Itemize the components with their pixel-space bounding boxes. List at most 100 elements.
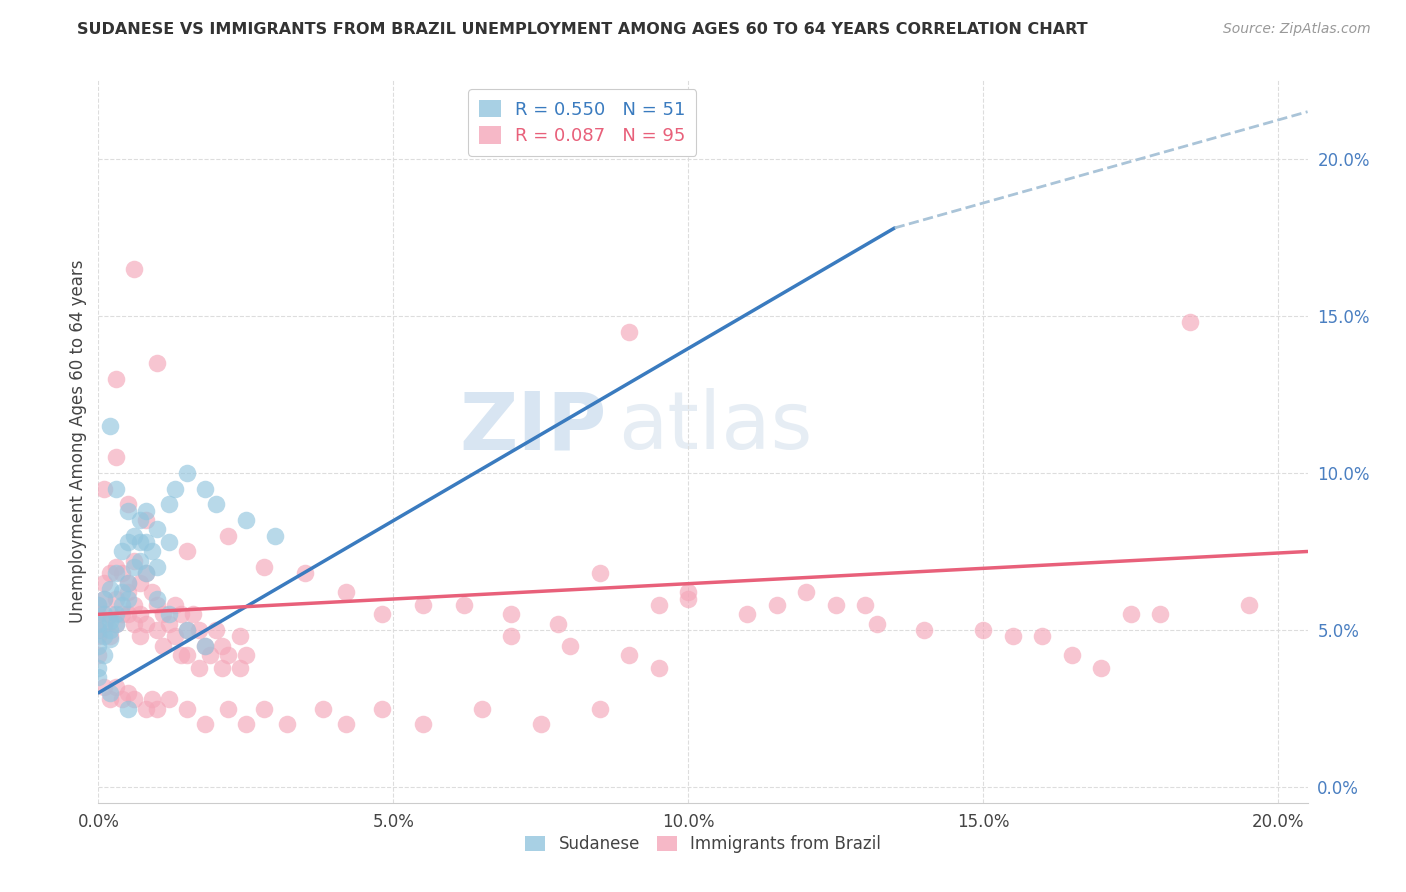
Point	[146, 591, 169, 606]
Point	[157, 497, 180, 511]
Point	[217, 648, 239, 662]
Point	[619, 325, 641, 339]
Point	[98, 607, 121, 622]
Point	[117, 535, 139, 549]
Point	[1090, 661, 1112, 675]
Point	[87, 598, 110, 612]
Point	[98, 614, 121, 628]
Legend: Sudanese, Immigrants from Brazil: Sudanese, Immigrants from Brazil	[519, 828, 887, 860]
Point	[105, 680, 128, 694]
Point	[122, 616, 145, 631]
Point	[176, 648, 198, 662]
Point	[157, 616, 180, 631]
Point	[152, 607, 174, 622]
Point	[370, 701, 392, 715]
Point	[165, 629, 187, 643]
Point	[111, 598, 134, 612]
Point	[93, 575, 115, 590]
Point	[205, 497, 228, 511]
Point	[176, 701, 198, 715]
Point	[176, 623, 198, 637]
Point	[194, 717, 217, 731]
Point	[128, 575, 150, 590]
Point	[200, 648, 222, 662]
Point	[135, 535, 157, 549]
Point	[794, 585, 817, 599]
Point	[589, 701, 612, 715]
Point	[853, 598, 876, 612]
Point	[117, 575, 139, 590]
Point	[211, 639, 233, 653]
Point	[93, 591, 115, 606]
Point	[105, 607, 128, 622]
Point	[141, 544, 163, 558]
Point	[93, 616, 115, 631]
Point	[205, 623, 228, 637]
Point	[335, 717, 357, 731]
Point	[678, 591, 700, 606]
Point	[87, 623, 110, 637]
Point	[105, 372, 128, 386]
Point	[98, 692, 121, 706]
Point	[122, 529, 145, 543]
Point	[122, 692, 145, 706]
Text: ZIP: ZIP	[458, 388, 606, 467]
Point	[1119, 607, 1142, 622]
Point	[619, 648, 641, 662]
Point	[194, 639, 217, 653]
Point	[111, 692, 134, 706]
Point	[105, 450, 128, 465]
Point	[194, 482, 217, 496]
Point	[117, 575, 139, 590]
Point	[117, 607, 139, 622]
Point	[111, 544, 134, 558]
Point	[93, 680, 115, 694]
Point	[176, 466, 198, 480]
Point	[105, 616, 128, 631]
Text: Source: ZipAtlas.com: Source: ZipAtlas.com	[1223, 22, 1371, 37]
Point	[98, 582, 121, 597]
Point	[117, 497, 139, 511]
Point	[87, 648, 110, 662]
Point	[122, 261, 145, 276]
Point	[152, 639, 174, 653]
Point	[93, 607, 115, 622]
Point	[146, 598, 169, 612]
Point	[128, 513, 150, 527]
Point	[157, 535, 180, 549]
Point	[370, 607, 392, 622]
Point	[176, 623, 198, 637]
Point	[412, 598, 434, 612]
Point	[87, 629, 110, 643]
Point	[648, 598, 671, 612]
Point	[87, 616, 110, 631]
Point	[105, 566, 128, 581]
Point	[98, 418, 121, 433]
Point	[87, 598, 110, 612]
Point	[194, 639, 217, 653]
Point	[87, 639, 110, 653]
Point	[135, 701, 157, 715]
Point	[93, 482, 115, 496]
Point	[252, 701, 274, 715]
Point	[87, 623, 110, 637]
Point	[98, 686, 121, 700]
Point	[111, 585, 134, 599]
Point	[111, 566, 134, 581]
Point	[912, 623, 935, 637]
Point	[146, 623, 169, 637]
Point	[560, 639, 582, 653]
Point	[135, 616, 157, 631]
Point	[824, 598, 846, 612]
Point	[93, 629, 115, 643]
Point	[122, 598, 145, 612]
Text: atlas: atlas	[619, 388, 813, 467]
Point	[117, 585, 139, 599]
Point	[105, 482, 128, 496]
Point	[547, 616, 569, 631]
Point	[229, 629, 252, 643]
Point	[1237, 598, 1260, 612]
Point	[211, 661, 233, 675]
Point	[170, 607, 193, 622]
Point	[135, 566, 157, 581]
